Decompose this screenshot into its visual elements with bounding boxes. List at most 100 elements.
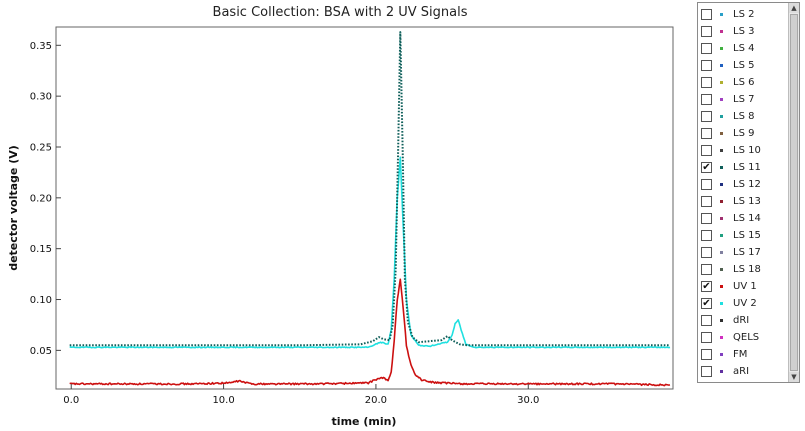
legend-item[interactable]: LS 3: [701, 23, 787, 39]
legend-item[interactable]: LS 15: [701, 227, 787, 243]
x-tick-label: 20.0: [365, 395, 387, 406]
legend-item[interactable]: dRI: [701, 312, 787, 328]
legend-swatch: [720, 284, 723, 288]
legend-item[interactable]: LS 18: [701, 261, 787, 277]
legend-label: LS 5: [733, 59, 755, 71]
legend-label: UV 1: [733, 280, 757, 292]
legend-checkbox[interactable]: [701, 246, 712, 258]
legend-label: LS 18: [733, 263, 761, 275]
legend-item[interactable]: FM: [701, 346, 787, 362]
legend-swatch: [720, 182, 723, 186]
legend-swatch: [720, 165, 723, 169]
legend-item[interactable]: aRI: [701, 363, 787, 379]
legend-swatch: [720, 131, 723, 135]
y-tick-label: 0.20: [30, 193, 52, 204]
legend-checkbox[interactable]: ✔: [701, 297, 712, 309]
legend-swatch: [720, 250, 723, 254]
legend-checkbox[interactable]: ✔: [701, 161, 712, 173]
legend-checkbox[interactable]: [701, 314, 712, 326]
legend-item[interactable]: LS 5: [701, 57, 787, 73]
legend-item[interactable]: LS 7: [701, 91, 787, 107]
y-tick-label: 0.15: [30, 244, 52, 255]
legend-checkbox[interactable]: [701, 348, 712, 360]
legend-item[interactable]: LS 14: [701, 210, 787, 226]
legend-label: aRI: [733, 365, 750, 377]
legend-swatch: [720, 12, 723, 16]
legend-label: LS 12: [733, 178, 761, 190]
legend-checkbox[interactable]: [701, 110, 712, 122]
scroll-thumb[interactable]: [790, 14, 798, 371]
chart-title: Basic Collection: BSA with 2 UV Signals: [213, 5, 468, 20]
legend-checkbox[interactable]: [701, 229, 712, 241]
legend-label: LS 14: [733, 212, 761, 224]
legend-label: UV 2: [733, 297, 757, 309]
plot-area: [55, 26, 674, 390]
y-tick-label: 0.30: [30, 92, 52, 103]
legend-checkbox[interactable]: [701, 59, 712, 71]
legend-swatch: [720, 335, 723, 339]
legend-swatch: [720, 63, 723, 67]
legend-label: LS 10: [733, 144, 761, 156]
y-tick-label: 0.10: [30, 295, 52, 306]
x-tick-label: 30.0: [517, 395, 539, 406]
y-tick-label: 0.25: [30, 142, 52, 153]
legend-item[interactable]: LS 9: [701, 125, 787, 141]
axis-layer: 0.05 0.10 0.15 0.20 0.25 0.30 0.35 0.0 10.0 20.0 3…: [30, 41, 540, 406]
legend-scrollbar[interactable]: ▲ ▼: [788, 3, 799, 382]
legend-label: LS 3: [733, 25, 755, 37]
legend-item[interactable]: LS 8: [701, 108, 787, 124]
legend-item[interactable]: LS 10: [701, 142, 787, 158]
legend-checkbox[interactable]: [701, 178, 712, 190]
legend-item[interactable]: LS 17: [701, 244, 787, 260]
legend-checkbox[interactable]: [701, 127, 712, 139]
series-layer: [69, 31, 671, 387]
x-tick-label: 0.0: [63, 395, 79, 406]
legend-item[interactable]: ✔ UV 2: [701, 295, 787, 311]
legend-checkbox[interactable]: [701, 212, 712, 224]
legend-item[interactable]: ✔ UV 1: [701, 278, 787, 294]
legend-label: QELS: [733, 331, 760, 343]
legend-checkbox[interactable]: [701, 195, 712, 207]
legend-checkbox[interactable]: [701, 331, 712, 343]
legend-item[interactable]: LS 12: [701, 176, 787, 192]
legend-checkbox[interactable]: ✔: [701, 280, 712, 292]
legend-swatch: [720, 148, 723, 152]
legend-checkbox[interactable]: [701, 93, 712, 105]
legend-swatch: [720, 216, 723, 220]
legend-label: LS 9: [733, 127, 755, 139]
checkmark-icon: ✔: [702, 280, 711, 292]
x-axis-title: time (min): [332, 415, 397, 428]
y-tick-label: 0.05: [30, 346, 52, 357]
legend-item[interactable]: QELS: [701, 329, 787, 345]
legend-checkbox[interactable]: [701, 42, 712, 54]
legend-label: dRI: [733, 314, 750, 326]
legend-checkbox[interactable]: [701, 365, 712, 377]
legend-item[interactable]: LS 13: [701, 193, 787, 209]
y-axis-title: detector voltage (V): [7, 145, 20, 271]
legend-label: LS 13: [733, 195, 761, 207]
legend-swatch: [720, 80, 723, 84]
legend-swatch: [720, 267, 723, 271]
legend-checkbox[interactable]: [701, 25, 712, 37]
legend-swatch: [720, 369, 723, 373]
legend-checkbox[interactable]: [701, 8, 712, 20]
series-line-uv-1: [69, 278, 671, 387]
legend-item[interactable]: LS 4: [701, 40, 787, 56]
checkmark-icon: ✔: [702, 161, 711, 173]
legend-label: LS 8: [733, 110, 755, 122]
legend-checkbox[interactable]: [701, 144, 712, 156]
legend-label: LS 11: [733, 161, 761, 173]
legend-panel: LS 2 LS 3 LS 4 LS 5 LS 6 LS 7 LS 8 LS 9 LS 10 ✔ LS…: [697, 2, 800, 383]
legend-item[interactable]: LS 6: [701, 74, 787, 90]
legend-item[interactable]: LS 2: [701, 6, 787, 22]
legend-checkbox[interactable]: [701, 263, 712, 275]
y-tick-label: 0.35: [30, 41, 52, 52]
x-tick-label: 10.0: [212, 395, 234, 406]
legend-item[interactable]: ✔ LS 11: [701, 159, 787, 175]
legend-checkbox[interactable]: [701, 76, 712, 88]
legend-swatch: [720, 29, 723, 33]
legend-swatch: [720, 352, 723, 356]
scroll-up-arrow-icon[interactable]: ▲: [789, 3, 799, 13]
legend-label: LS 15: [733, 229, 761, 241]
scroll-down-arrow-icon[interactable]: ▼: [789, 372, 799, 382]
